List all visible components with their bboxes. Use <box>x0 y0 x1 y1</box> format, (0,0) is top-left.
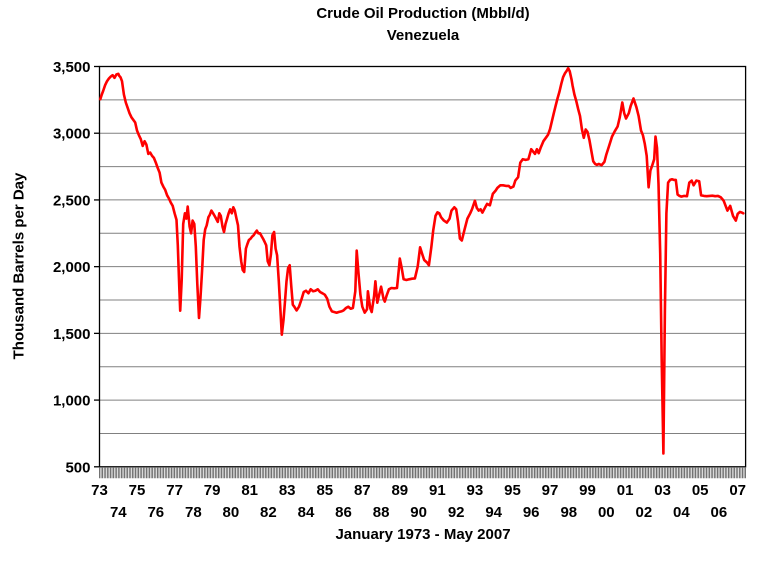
x-tick-label: 88 <box>373 504 390 521</box>
y-tick-marks <box>94 65 100 468</box>
y-tick-label: 3,500 <box>53 59 91 76</box>
x-tick-label: 75 <box>129 482 146 499</box>
x-tick-label: 74 <box>110 504 127 521</box>
x-tick-label: 76 <box>147 504 164 521</box>
x-tick-label: 87 <box>354 482 371 499</box>
x-tick-label: 86 <box>335 504 352 521</box>
x-tick-label: 01 <box>617 482 634 499</box>
y-tick-label: 2,500 <box>53 192 91 209</box>
x-tick-label: 94 <box>485 504 502 521</box>
x-tick-label: 83 <box>279 482 296 499</box>
x-tick-label: 90 <box>410 504 427 521</box>
x-tick-label: 95 <box>504 482 521 499</box>
x-tick-label: 07 <box>729 482 746 499</box>
y-tick-label: 3,000 <box>53 126 91 143</box>
x-tick-label: 05 <box>692 482 709 499</box>
x-tick-label: 02 <box>636 504 653 521</box>
y-tick-label: 2,000 <box>53 259 91 276</box>
x-tick-label: 99 <box>579 482 596 499</box>
x-tick-label: 98 <box>560 504 577 521</box>
x-tick-label: 84 <box>298 504 315 521</box>
gridlines <box>99 99 746 434</box>
chart-title: Crude Oil Production (Mbbl/d) <box>316 5 530 22</box>
x-tick-label: 06 <box>711 504 728 521</box>
data-line <box>99 66 745 455</box>
x-tick-label: 93 <box>467 482 484 499</box>
x-tick-label: 91 <box>429 482 446 499</box>
chart-subtitle: Venezuela <box>386 27 460 44</box>
x-tick-label: 78 <box>185 504 202 521</box>
x-tick-label: 85 <box>316 482 333 499</box>
x-tick-label: 04 <box>673 504 690 521</box>
x-minor-ticks <box>99 467 746 479</box>
x-tick-label: 80 <box>223 504 240 521</box>
x-tick-label: 89 <box>391 482 408 499</box>
x-tick-label: 92 <box>448 504 465 521</box>
x-tick-label: 73 <box>91 482 108 499</box>
x-tick-label: 77 <box>166 482 183 499</box>
y-tick-labels: 500 1,000 1,500 2,000 2,500 3,000 3,500 <box>53 59 91 476</box>
x-tick-label: 03 <box>654 482 671 499</box>
x-tick-label: 97 <box>542 482 559 499</box>
y-tick-label: 1,000 <box>53 393 91 410</box>
x-tick-label: 81 <box>241 482 258 499</box>
x-axis-title: January 1973 - May 2007 <box>335 526 511 543</box>
x-tick-label: 79 <box>204 482 221 499</box>
y-tick-label: 1,500 <box>53 326 91 343</box>
x-tick-label: 00 <box>598 504 615 521</box>
y-tick-label: 500 <box>65 459 90 476</box>
x-tick-label: 82 <box>260 504 277 521</box>
x-tick-labels: 73 75 77 79 81 83 85 87 89 91 93 95 97 99 01 03 05 07 74 76… <box>91 482 746 521</box>
x-tick-label: 96 <box>523 504 540 521</box>
